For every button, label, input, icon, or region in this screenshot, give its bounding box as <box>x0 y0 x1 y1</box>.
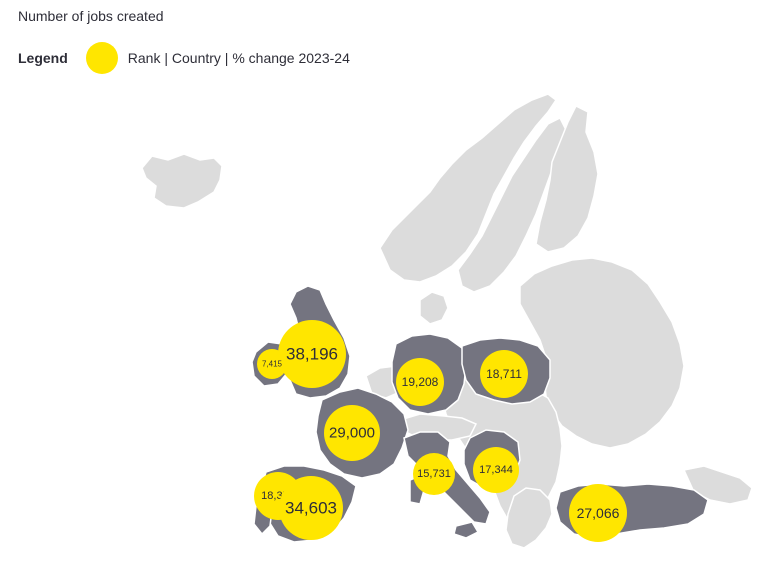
bubble-label-france: 29,000 <box>329 425 375 442</box>
bubble-label-uk: 38,196 <box>286 345 338 364</box>
legend-description: Rank | Country | % change 2023-24 <box>127 50 350 66</box>
bubble-label-spain: 34,603 <box>285 499 337 518</box>
bubble-circle-germany[interactable] <box>396 358 444 406</box>
legend-bubble-swatch <box>85 42 118 74</box>
legend: Legend Rank | Country | % change 2023-24 <box>18 42 350 74</box>
bubble-circle-turkey[interactable] <box>569 484 627 542</box>
bubble-circle-poland[interactable] <box>480 350 528 398</box>
bubble-circle-spain[interactable] <box>279 476 343 540</box>
bubble-label-ireland: 7,415 <box>262 360 283 369</box>
iceland <box>141 153 223 209</box>
bubble-circle-italy[interactable] <box>413 453 455 495</box>
bubble-circle-romania[interactable] <box>473 447 519 493</box>
bubble-label-italy: 15,731 <box>417 468 451 480</box>
bubble-label-germany: 19,208 <box>402 375 439 389</box>
legend-label: Legend <box>18 50 68 66</box>
norway <box>379 93 558 283</box>
bubble-circle-uk[interactable] <box>278 320 346 388</box>
chart-title: Number of jobs created <box>18 8 164 24</box>
finland <box>535 104 599 253</box>
bubble-circle-france[interactable] <box>324 405 380 461</box>
sicily <box>453 521 480 539</box>
bubble-layer: 38,196 7,415 19,208 18,711 29,000 15,731… <box>254 320 627 542</box>
bubble-circle-ireland[interactable] <box>257 349 287 379</box>
bubble-label-romania: 17,344 <box>479 464 513 476</box>
bubble-label-turkey: 27,066 <box>577 505 620 521</box>
bubble-label-poland: 18,711 <box>486 367 522 381</box>
denmark <box>419 291 449 325</box>
greece <box>505 487 553 549</box>
